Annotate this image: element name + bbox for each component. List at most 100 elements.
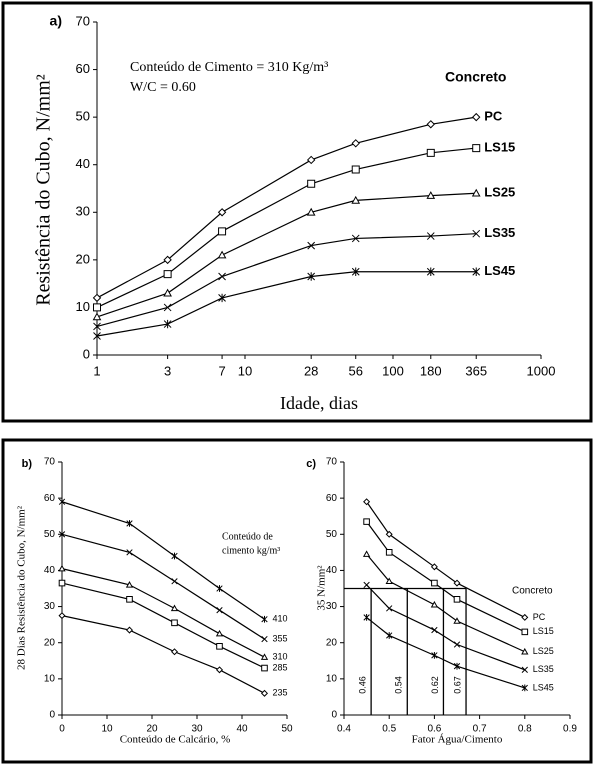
y-tick-label: 40	[76, 156, 90, 171]
point	[471, 188, 481, 197]
point	[351, 195, 361, 204]
point	[163, 319, 172, 329]
point	[426, 191, 436, 199]
point	[215, 629, 224, 637]
point	[92, 293, 102, 303]
y-tick-label: 60	[326, 493, 338, 504]
point	[307, 272, 316, 281]
point	[426, 267, 435, 276]
series-label: 410	[273, 614, 288, 624]
point	[93, 331, 101, 341]
series-line	[96, 147, 477, 308]
point	[430, 600, 439, 608]
x-tick-label: 0.4	[337, 724, 351, 735]
x-tick-label: 56	[348, 363, 362, 378]
point	[216, 643, 223, 650]
series-label: LS15	[533, 626, 554, 636]
point	[453, 596, 461, 603]
point	[171, 552, 178, 560]
point	[363, 581, 370, 589]
point	[426, 148, 435, 157]
x-tick-label: 40	[236, 724, 248, 735]
panel-label: b)	[22, 458, 33, 470]
annotation: Conteúdo de Cimento = 310 Kg/m³	[130, 60, 328, 75]
point	[58, 579, 66, 587]
point	[430, 563, 438, 571]
point	[385, 530, 393, 538]
series-line	[96, 192, 477, 318]
series-label: 355	[273, 633, 288, 643]
y-tick-label: 50	[44, 529, 56, 540]
y-tick-label: 40	[326, 565, 338, 576]
point	[170, 604, 179, 612]
x-tick-label: 1	[93, 363, 100, 378]
point	[385, 549, 393, 556]
point	[453, 662, 461, 670]
point	[307, 179, 316, 188]
point	[93, 322, 101, 331]
point	[125, 581, 134, 588]
y-tick-label: 50	[76, 109, 90, 124]
point	[93, 303, 101, 312]
y-tick-label: 70	[326, 457, 338, 468]
y-tick-label: 0	[331, 710, 337, 721]
point	[351, 267, 360, 276]
y-tick-label: 0	[49, 710, 55, 721]
point	[472, 112, 481, 122]
series-line	[61, 501, 265, 620]
x-tick-label: 0.5	[382, 724, 396, 735]
point	[351, 165, 360, 174]
point	[386, 632, 393, 639]
x-tick-label: 100	[382, 363, 404, 378]
point	[218, 227, 227, 236]
annotation: W/C = 0.60	[130, 80, 196, 95]
point	[126, 596, 133, 603]
point	[306, 207, 316, 216]
series-label: 310	[273, 652, 288, 662]
y-tick-label: 10	[44, 673, 56, 684]
point	[171, 578, 178, 585]
point	[216, 585, 223, 592]
point	[126, 520, 133, 527]
point	[217, 250, 227, 259]
point	[362, 550, 371, 557]
series-label: LS25	[484, 185, 515, 200]
point	[472, 267, 481, 276]
series-label: LS35	[484, 225, 515, 240]
point	[385, 577, 393, 585]
x-axis-label: Conteúdo de Calcário, %	[120, 734, 231, 746]
point	[58, 498, 66, 506]
y-tick-label: 10	[76, 299, 90, 314]
x-tick-label: 7	[218, 363, 225, 378]
point	[307, 241, 316, 250]
point	[163, 288, 172, 297]
point	[453, 641, 461, 648]
point	[351, 139, 360, 148]
x-tick-label: 10	[101, 724, 113, 735]
series-line	[366, 584, 526, 671]
series-label: LS15	[484, 140, 515, 155]
x-tick-label: 365	[465, 363, 487, 378]
series-label: LS45	[533, 682, 554, 692]
point	[163, 255, 172, 265]
y-tick-label: 60	[76, 61, 90, 76]
point	[125, 626, 134, 634]
point	[92, 312, 102, 321]
reference-label: 0.46	[357, 676, 367, 694]
series-label: LS45	[484, 263, 515, 278]
x-tick-label: 0.9	[563, 724, 577, 735]
point	[171, 619, 178, 627]
point	[260, 689, 269, 697]
x-axis-label: Fator Água/Cimento	[412, 734, 503, 746]
point	[521, 628, 529, 636]
point	[215, 666, 224, 674]
reference-label: 0.62	[430, 676, 440, 694]
point	[363, 518, 370, 525]
point	[218, 272, 226, 281]
y-axis-label: Resistência do Cubo, N/mm²	[33, 74, 55, 306]
y-tick-label: 30	[44, 601, 56, 612]
x-tick-label: 180	[420, 363, 442, 378]
point	[217, 208, 227, 217]
point	[426, 120, 435, 129]
